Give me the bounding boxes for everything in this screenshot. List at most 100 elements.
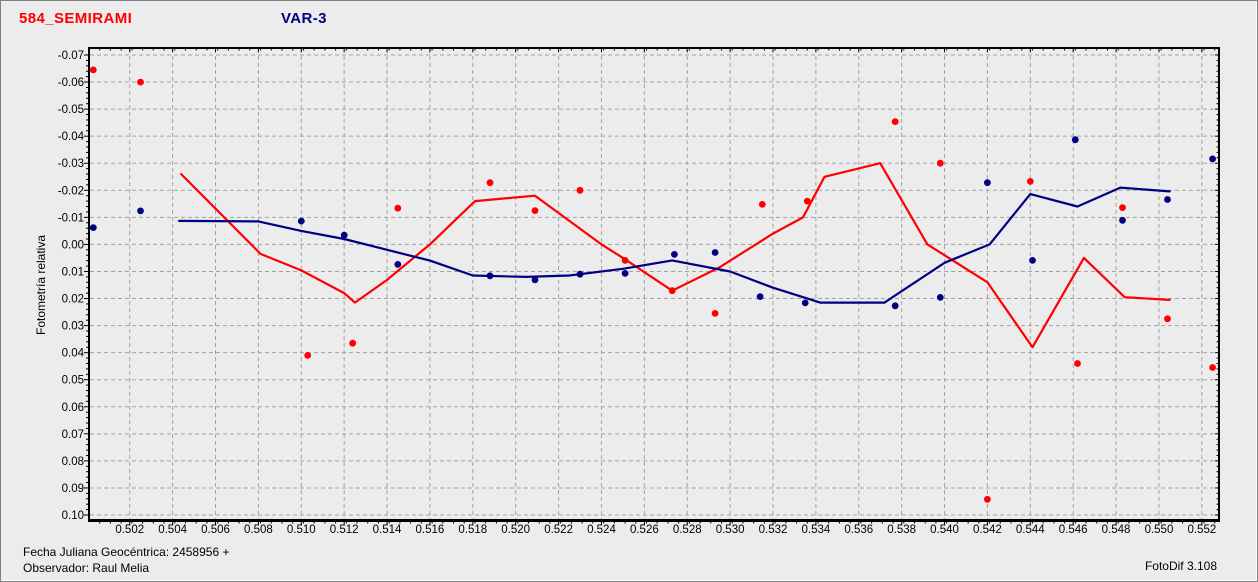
data-point xyxy=(1074,360,1081,367)
y-axis-title: Fotometría relativa xyxy=(34,235,48,335)
svg-text:0.518: 0.518 xyxy=(458,524,487,536)
svg-text:0.508: 0.508 xyxy=(244,524,273,536)
svg-text:0.506: 0.506 xyxy=(201,524,230,536)
svg-text:0.502: 0.502 xyxy=(115,524,144,536)
svg-text:0.522: 0.522 xyxy=(544,524,573,536)
svg-text:0.546: 0.546 xyxy=(1059,524,1088,536)
data-point xyxy=(1029,257,1036,264)
svg-text:Fotometría relativa: Fotometría relativa xyxy=(34,235,48,335)
svg-text:0.528: 0.528 xyxy=(673,524,702,536)
data-point xyxy=(891,118,899,125)
gridlines xyxy=(90,49,1218,520)
svg-text:0.514: 0.514 xyxy=(373,524,402,536)
data-point xyxy=(621,257,629,264)
data-point xyxy=(576,270,584,278)
data-point xyxy=(668,287,676,295)
plot-border xyxy=(88,47,1220,522)
data-point xyxy=(1209,155,1216,163)
svg-text:0.520: 0.520 xyxy=(501,524,530,536)
data-point xyxy=(1164,315,1171,323)
data-point xyxy=(1071,136,1079,144)
data-point xyxy=(801,299,809,307)
data-point xyxy=(304,352,312,359)
data-point xyxy=(711,310,719,317)
data-point xyxy=(803,197,811,205)
svg-text:-0.05: -0.05 xyxy=(58,104,84,116)
target-name-label: 584_SEMIRAMI xyxy=(19,10,133,27)
y-tick-labels: -0.07 -0.06 -0.05 -0.04 -0.03 -0.02 -0.01 0.00 0… xyxy=(58,50,85,522)
series-points-VAR-3 xyxy=(89,136,1216,310)
svg-text:-0.07: -0.07 xyxy=(58,50,84,62)
data-point xyxy=(621,270,629,277)
svg-text:0.06: 0.06 xyxy=(62,402,84,414)
data-point xyxy=(89,66,97,74)
observer-label: Observador: Raul Melia xyxy=(23,561,150,575)
svg-text:0.03: 0.03 xyxy=(62,321,84,333)
svg-text:0.05: 0.05 xyxy=(62,375,84,387)
svg-text:0.504: 0.504 xyxy=(158,524,187,536)
data-point xyxy=(984,495,991,503)
svg-text:0.02: 0.02 xyxy=(62,294,84,306)
svg-text:-0.01: -0.01 xyxy=(58,212,84,224)
svg-text:0.542: 0.542 xyxy=(973,524,1002,536)
data-point xyxy=(758,201,766,208)
svg-text:-0.03: -0.03 xyxy=(58,158,84,170)
svg-text:0.07: 0.07 xyxy=(62,429,84,441)
svg-text:0.524: 0.524 xyxy=(587,524,616,536)
data-point xyxy=(891,302,899,310)
svg-text:0.00: 0.00 xyxy=(62,239,84,251)
data-point xyxy=(394,204,402,212)
svg-text:0.09: 0.09 xyxy=(62,483,84,495)
svg-text:0.552: 0.552 xyxy=(1187,524,1216,536)
data-point xyxy=(137,207,144,215)
svg-text:0.538: 0.538 xyxy=(887,524,916,536)
svg-text:-0.02: -0.02 xyxy=(58,185,84,197)
julian-date-label: Fecha Juliana Geocéntrica: 2458956 + xyxy=(23,545,230,559)
series-line-VAR-3 (curva) xyxy=(178,186,1171,304)
svg-text:0.08: 0.08 xyxy=(62,456,84,468)
svg-text:0.544: 0.544 xyxy=(1016,524,1045,536)
data-point xyxy=(1164,196,1171,203)
data-point xyxy=(756,293,764,300)
svg-text:0.516: 0.516 xyxy=(416,524,445,536)
series-points-584_SEMIRAMI xyxy=(89,66,1216,503)
svg-text:0.540: 0.540 xyxy=(930,524,959,536)
svg-text:0.536: 0.536 xyxy=(844,524,873,536)
svg-text:0.550: 0.550 xyxy=(1145,524,1174,536)
software-version-label: FotoDif 3.108 xyxy=(1144,559,1217,573)
data-point xyxy=(349,339,357,347)
svg-text:0.510: 0.510 xyxy=(287,524,316,536)
data-point xyxy=(1119,216,1126,224)
data-point xyxy=(340,231,348,239)
svg-text:0.526: 0.526 xyxy=(630,524,659,536)
svg-text:0.530: 0.530 xyxy=(716,524,745,536)
data-point xyxy=(936,159,944,167)
data-point xyxy=(89,224,97,232)
svg-text:0.01: 0.01 xyxy=(62,266,84,278)
x-tick-labels: 0.502 0.504 0.506 0.508 0.510 0.512 0.514 0.516… xyxy=(115,524,1216,536)
data-point xyxy=(671,251,678,258)
data-point xyxy=(1026,178,1034,185)
data-point xyxy=(394,261,402,268)
svg-text:0.512: 0.512 xyxy=(330,524,359,536)
svg-text:0.548: 0.548 xyxy=(1102,524,1131,536)
data-point xyxy=(1209,364,1216,371)
svg-text:0.534: 0.534 xyxy=(801,524,830,536)
data-point xyxy=(1119,204,1126,212)
data-point xyxy=(297,217,305,225)
svg-text:0.10: 0.10 xyxy=(62,510,84,522)
comparison-name-label: VAR-3 xyxy=(281,10,327,27)
data-point xyxy=(711,249,719,256)
data-point xyxy=(531,207,539,215)
svg-text:-0.04: -0.04 xyxy=(58,131,85,143)
data-point xyxy=(984,179,991,187)
data-point xyxy=(936,294,944,301)
svg-text:0.532: 0.532 xyxy=(759,524,788,536)
svg-text:0.04: 0.04 xyxy=(62,348,85,360)
data-point xyxy=(137,78,144,86)
data-point xyxy=(486,272,494,280)
data-point xyxy=(576,186,584,194)
data-point xyxy=(531,276,539,284)
